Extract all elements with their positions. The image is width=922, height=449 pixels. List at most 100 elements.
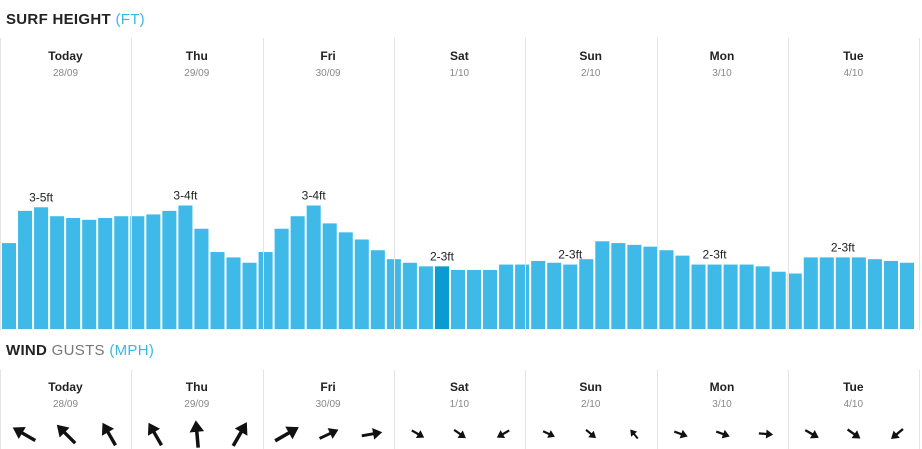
- surf-day-date: 2/10: [580, 68, 601, 79]
- wind-arrow-icon: [890, 428, 904, 440]
- surf-bar: [739, 264, 754, 329]
- surf-bar: [354, 239, 369, 329]
- surf-day-header-6: Tue 4/10: [788, 49, 919, 79]
- surf-bar: [483, 269, 498, 329]
- surf-bar: [611, 243, 626, 329]
- surf-day-date: 28/09: [52, 68, 79, 79]
- surf-bar: [178, 205, 193, 329]
- surf-height-title: SURF HEIGHT (FT): [6, 11, 145, 28]
- surf-height-unit: (FT): [115, 11, 145, 28]
- surf-range-label: 3-4ft: [173, 188, 198, 202]
- surf-bar: [114, 216, 129, 329]
- wind-arrow-icon: [846, 428, 861, 439]
- wind-day-name: Thu: [185, 380, 208, 394]
- wind-arrow-icon: [189, 420, 205, 448]
- surf-bar: [210, 252, 225, 329]
- surf-day-divider: [919, 38, 921, 330]
- wind-day-divider: [787, 370, 789, 449]
- surf-bar: [547, 262, 562, 329]
- surf-bar: [675, 255, 690, 329]
- surf-bar: [34, 207, 49, 329]
- wind-arrow-icon: [101, 422, 117, 447]
- wind-day-name: Mon: [709, 380, 735, 394]
- surf-bar: [691, 264, 706, 329]
- surf-bar: [226, 257, 241, 329]
- wind-day-header-2: Fri 30/09: [263, 380, 394, 410]
- wind-arrow-icon: [673, 429, 688, 439]
- wind-day-divider: [393, 370, 395, 449]
- surf-bar: [418, 266, 433, 329]
- surf-day-name: Mon: [709, 49, 735, 63]
- wind-day-name: Fri: [320, 380, 336, 394]
- wind-arrow-icon: [585, 429, 597, 439]
- wind-arrow-icon: [273, 426, 299, 443]
- surf-bar: [402, 262, 417, 329]
- surf-bar: [563, 264, 578, 329]
- wind-arrow-icon: [318, 428, 339, 440]
- surf-day-divider: [393, 38, 395, 330]
- surf-day-date: 30/09: [315, 68, 341, 79]
- surf-bar: [386, 259, 401, 329]
- wind-day-divider: [656, 370, 658, 449]
- surf-bar: [531, 260, 546, 329]
- surf-day-name: Sat: [450, 49, 469, 63]
- wind-arrow-icon: [758, 429, 773, 439]
- wind-arrow-icon: [804, 429, 819, 439]
- surf-bar: [306, 205, 321, 329]
- surf-height-title-text: SURF HEIGHT: [6, 11, 111, 28]
- surf-bar: [659, 250, 674, 329]
- wind-arrow-icon: [361, 427, 382, 440]
- surf-bar: [242, 262, 257, 329]
- surf-bar: [643, 246, 658, 329]
- surf-bar: [515, 264, 530, 329]
- surf-bar: [290, 216, 305, 329]
- surf-day-header-0: Today 28/09: [0, 49, 131, 79]
- surf-day-name: Thu: [185, 49, 208, 63]
- surf-day-header-2: Fri 30/09: [263, 49, 394, 79]
- surf-bar: [867, 259, 882, 329]
- surf-day-divider: [131, 38, 133, 330]
- wind-day-header-6: Tue 4/10: [788, 380, 919, 410]
- wind-day-divider: [131, 370, 133, 449]
- wind-day-name: Sun: [579, 380, 603, 394]
- surf-bar: [899, 262, 914, 329]
- wind-day-name: Today: [48, 380, 83, 394]
- surf-bar: [835, 257, 850, 329]
- wind-day-name: Tue: [843, 380, 864, 394]
- surf-bar: [771, 271, 786, 329]
- surf-range-label: 2-3ft: [558, 248, 583, 262]
- surf-bar: [130, 216, 145, 329]
- surf-bar: [66, 218, 81, 329]
- wind-arrow-icon: [715, 429, 730, 439]
- surf-bar: [627, 244, 642, 329]
- surf-height-chart: 3-5ft 3-4ft 3-4ft 2-3ft 2-3ft 2-3ft 2-3ft: [2, 188, 914, 329]
- surf-range-label: 2-3ft: [703, 248, 728, 262]
- wind-arrow-icon: [56, 424, 77, 445]
- wind-day-header-5: Mon 3/10: [657, 380, 788, 410]
- wind-arrow-icon: [542, 430, 556, 438]
- wind-arrow-icon: [411, 429, 425, 439]
- surf-bar: [450, 269, 466, 329]
- wind-day-date: 4/10: [843, 399, 864, 410]
- wind-gusts-title: WIND GUSTS (MPH): [6, 342, 154, 359]
- surf-day-name: Today: [48, 49, 83, 63]
- surf-day-date: 3/10: [712, 68, 732, 79]
- wind-unit: (MPH): [109, 342, 155, 359]
- wind-day-header-0: Today 28/09: [0, 380, 131, 410]
- wind-arrow-icon: [453, 428, 466, 439]
- surf-day-name: Fri: [320, 49, 336, 63]
- surf-day-divider: [525, 38, 527, 330]
- surf-day-header-4: Sun 2/10: [525, 49, 656, 79]
- surf-day-name: Tue: [843, 49, 864, 63]
- wind-day-header-3: Sat 1/10: [394, 380, 525, 410]
- surf-bar: [467, 269, 482, 329]
- wind-day-date: 30/09: [315, 399, 341, 410]
- surf-bar: [707, 264, 722, 329]
- surf-bar: [787, 273, 802, 329]
- wind-day-divider: [919, 370, 921, 449]
- surf-bar: [499, 264, 514, 329]
- wind-day-date: 29/09: [184, 399, 210, 410]
- wind-day-header-1: Thu 29/09: [131, 380, 262, 410]
- surf-day-header-1: Thu 29/09: [131, 49, 262, 79]
- surf-bar: [819, 257, 834, 329]
